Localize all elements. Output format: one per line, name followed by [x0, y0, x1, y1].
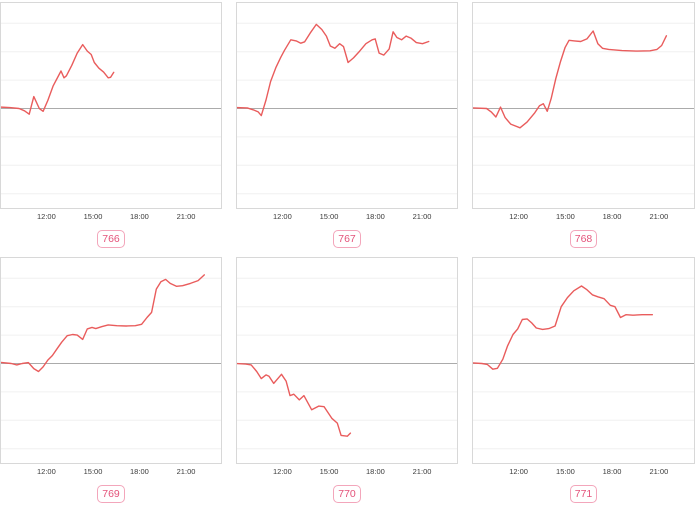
x-tick-label: 18:00	[602, 212, 622, 221]
chart-cell-766: 12:00 15:00 18:00 21:00 766	[0, 2, 222, 257]
chart-cell-771: 12:00 15:00 18:00 21:00 771	[472, 257, 695, 512]
intraday-line-chart-767	[237, 22, 457, 195]
chart-panel-770	[236, 257, 458, 464]
x-axis-766: 12:00 15:00 18:00 21:00	[0, 211, 222, 224]
x-axis-769: 12:00 15:00 18:00 21:00	[0, 466, 222, 479]
chart-id-badge-766[interactable]: 766	[97, 230, 125, 248]
x-tick-label: 12:00	[37, 212, 56, 221]
badge-row: 766	[0, 230, 222, 248]
x-tick-label: 21:00	[176, 467, 196, 476]
chart-cell-768: 12:00 15:00 18:00 21:00 768	[472, 2, 695, 257]
x-tick-label: 15:00	[83, 467, 103, 476]
x-tick-label: 12:00	[37, 467, 56, 476]
chart-id-badge-769[interactable]: 769	[97, 485, 125, 503]
chart-panel-766	[0, 2, 222, 209]
chart-panel-771	[472, 257, 695, 464]
badge-row: 768	[472, 230, 695, 248]
badge-row: 767	[236, 230, 458, 248]
x-tick-label: 12:00	[273, 467, 292, 476]
chart-id-badge-771[interactable]: 771	[569, 485, 598, 503]
chart-cell-767: 12:00 15:00 18:00 21:00 767	[236, 2, 458, 257]
x-axis-768: 12:00 15:00 18:00 21:00	[472, 211, 695, 224]
chart-id-badge-770[interactable]: 770	[333, 485, 361, 503]
intraday-line-chart-768	[473, 22, 694, 195]
chart-panel-768	[472, 2, 695, 209]
x-tick-label: 21:00	[176, 212, 196, 221]
x-axis-771: 12:00 15:00 18:00 21:00	[472, 466, 695, 479]
badge-row: 770	[236, 485, 458, 503]
x-tick-label: 15:00	[83, 212, 103, 221]
intraday-line-chart-766	[1, 22, 221, 195]
x-tick-label: 15:00	[319, 212, 339, 221]
chart-panel-767	[236, 2, 458, 209]
intraday-line-chart-769	[1, 274, 221, 450]
chart-cell-770: 12:00 15:00 18:00 21:00 770	[236, 257, 458, 512]
badge-row: 769	[0, 485, 222, 503]
chart-id-badge-768[interactable]: 768	[569, 230, 598, 248]
x-tick-label: 21:00	[649, 212, 669, 221]
x-tick-label: 12:00	[509, 467, 528, 476]
x-tick-label: 18:00	[366, 212, 385, 221]
x-tick-label: 21:00	[649, 467, 669, 476]
x-axis-767: 12:00 15:00 18:00 21:00	[236, 211, 458, 224]
chart-cell-769: 12:00 15:00 18:00 21:00 769	[0, 257, 222, 512]
chart-panel-769	[0, 257, 222, 464]
x-tick-label: 18:00	[366, 467, 385, 476]
x-tick-label: 21:00	[412, 467, 432, 476]
x-tick-label: 18:00	[602, 467, 622, 476]
intraday-line-chart-771	[473, 277, 694, 450]
x-tick-label: 12:00	[509, 212, 528, 221]
badge-row: 771	[472, 485, 695, 503]
x-tick-label: 15:00	[556, 212, 575, 221]
x-tick-label: 18:00	[130, 212, 149, 221]
x-tick-label: 15:00	[556, 467, 575, 476]
x-axis-770: 12:00 15:00 18:00 21:00	[236, 466, 458, 479]
x-tick-label: 12:00	[273, 212, 292, 221]
x-tick-label: 15:00	[319, 467, 339, 476]
chart-id-badge-767[interactable]: 767	[333, 230, 361, 248]
x-tick-label: 18:00	[130, 467, 149, 476]
intraday-line-chart-770	[237, 277, 457, 450]
x-tick-label: 21:00	[412, 212, 432, 221]
